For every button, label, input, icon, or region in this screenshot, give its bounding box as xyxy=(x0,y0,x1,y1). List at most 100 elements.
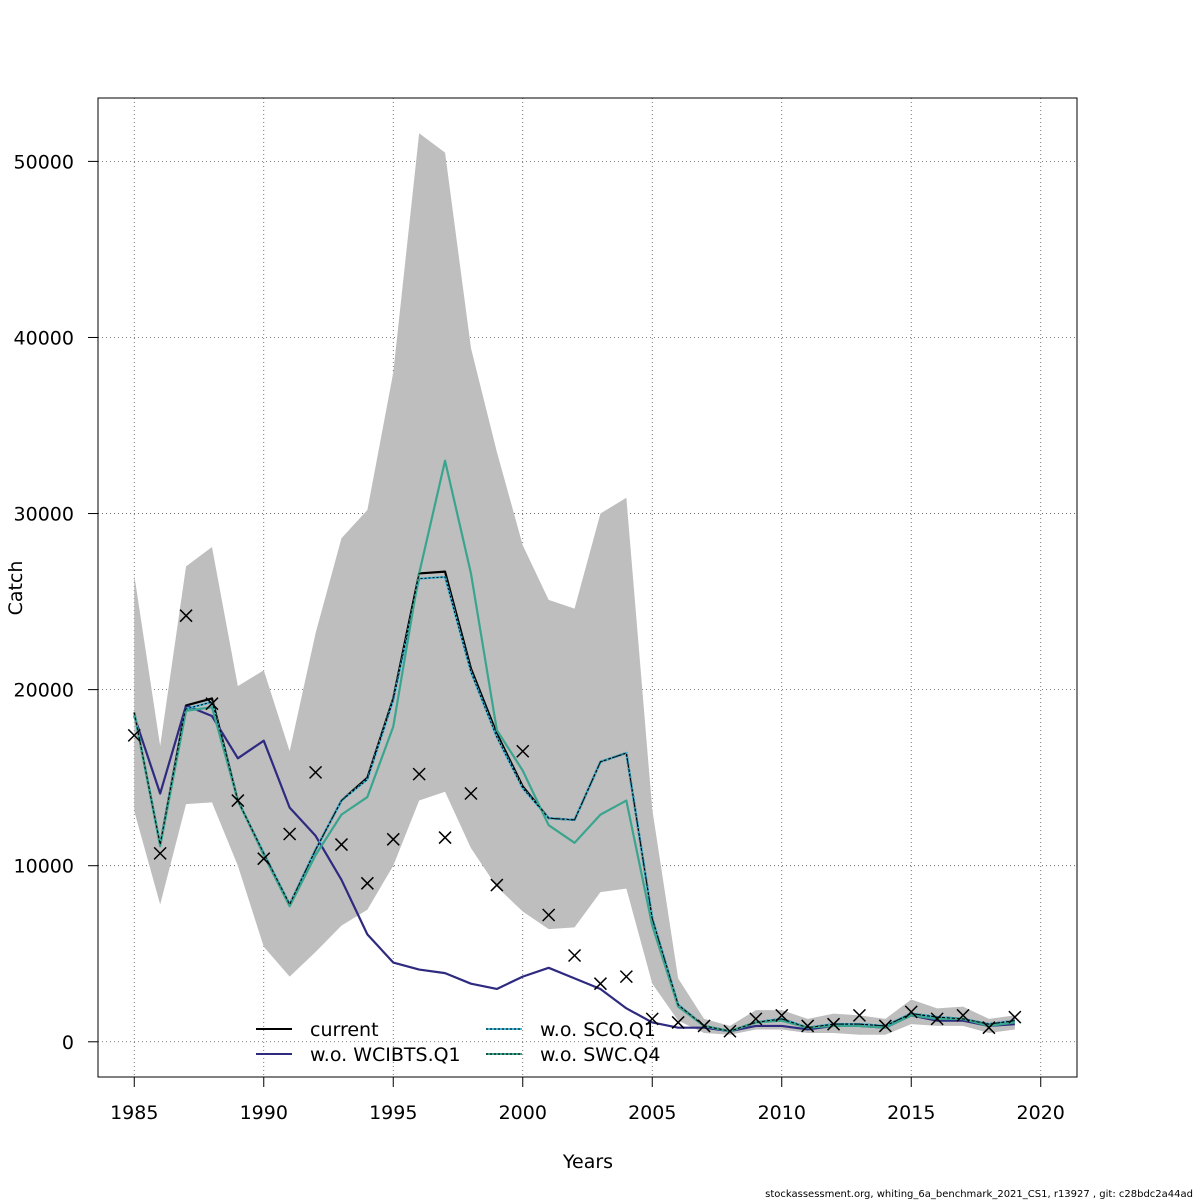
confidence-band-layer xyxy=(134,133,1015,1035)
observed-point xyxy=(386,832,400,846)
observed-point xyxy=(205,697,219,711)
observed-point-stroke xyxy=(205,697,219,711)
observed-point xyxy=(645,1012,659,1026)
observed-point xyxy=(179,609,193,623)
observed-point-stroke xyxy=(231,794,245,808)
observed-point-stroke xyxy=(309,765,323,779)
axes: 1985 1990 1995 2000 2005 2010 2015 2020 0 10000 20… xyxy=(14,151,1065,1124)
observed-point-stroke xyxy=(723,1024,737,1038)
observed-point-stroke xyxy=(982,1021,996,1035)
observed-point xyxy=(775,1008,789,1022)
observed-point xyxy=(878,1019,892,1033)
observed-point-stroke xyxy=(827,1017,841,1031)
observed-point-stroke xyxy=(412,767,426,781)
observed-point-stroke xyxy=(671,1015,685,1029)
observed-point xyxy=(257,852,271,866)
legend-label-current: current xyxy=(310,1019,379,1041)
series-layer xyxy=(133,459,1015,1033)
observed-point xyxy=(697,1019,711,1033)
y-tick-label: 10000 xyxy=(14,856,74,878)
x-tick-label: 2005 xyxy=(628,1102,676,1124)
observed-point xyxy=(231,794,245,808)
observed-point xyxy=(723,1024,737,1038)
observed-point xyxy=(749,1012,763,1026)
observed-point xyxy=(801,1019,815,1033)
observed-point xyxy=(309,765,323,779)
observed-point xyxy=(904,1005,918,1019)
observed-point xyxy=(956,1008,970,1022)
x-axis-title: Years xyxy=(562,1151,613,1173)
observed-point xyxy=(412,767,426,781)
y-tick-label: 40000 xyxy=(14,327,74,349)
observed-point-stroke xyxy=(464,786,478,801)
observed-point xyxy=(153,846,167,860)
confidence-band xyxy=(134,133,1015,1035)
footer-credit: stockassessment.org, whiting_6a_benchmar… xyxy=(765,1189,1193,1200)
observed-point-stroke xyxy=(1008,1010,1022,1024)
observed-point xyxy=(464,786,478,801)
observed-point xyxy=(516,744,530,758)
series-dots-2 xyxy=(133,576,1015,1032)
observed-point-stroke xyxy=(542,908,556,922)
observed-point-stroke xyxy=(438,831,452,845)
observed-point-stroke xyxy=(257,852,271,866)
observed-point-stroke xyxy=(386,832,400,846)
observed-point xyxy=(852,1008,866,1022)
y-axis-title: Catch xyxy=(5,561,27,616)
observed-point xyxy=(490,878,504,892)
y-tick-label: 50000 xyxy=(14,151,74,173)
observed-point-stroke xyxy=(801,1019,815,1033)
observed-point xyxy=(982,1021,996,1035)
observed-point xyxy=(127,728,141,742)
observed-point-stroke xyxy=(593,977,607,991)
observed-point-stroke xyxy=(930,1012,944,1026)
observed-point-stroke xyxy=(360,876,374,890)
observed-point-stroke xyxy=(179,609,193,623)
observed-point xyxy=(930,1012,944,1026)
x-tick-label: 1985 xyxy=(110,1102,158,1124)
observed-point-stroke xyxy=(775,1008,789,1022)
observed-point xyxy=(827,1017,841,1031)
observed-point-stroke xyxy=(852,1008,866,1022)
x-tick-label: 2010 xyxy=(758,1102,806,1124)
observed-point-stroke xyxy=(334,838,348,852)
x-tick-label: 2020 xyxy=(1017,1102,1065,1124)
observed-point-stroke xyxy=(516,744,530,758)
legend: current w.o. WCIBTS.Q1 w.o. SCO.Q1 w.o. … xyxy=(256,1019,660,1066)
observed-point-stroke xyxy=(749,1012,763,1026)
observed-point-stroke xyxy=(127,728,141,742)
y-tick-label: 0 xyxy=(62,1032,74,1054)
observed-point xyxy=(438,831,452,845)
legend-label-sco: w.o. SCO.Q1 xyxy=(540,1019,656,1041)
y-tick-label: 30000 xyxy=(14,504,74,526)
observed-point-stroke xyxy=(956,1008,970,1022)
x-tick-label: 1995 xyxy=(369,1102,417,1124)
observed-point-stroke xyxy=(490,878,504,892)
legend-label-swc: w.o. SWC.Q4 xyxy=(540,1044,660,1066)
series-current-overlay xyxy=(133,571,1015,1032)
observed-point xyxy=(360,876,374,890)
plot-frame xyxy=(97,97,1078,1078)
observed-point-stroke xyxy=(283,827,297,841)
observed-point xyxy=(593,977,607,991)
observed-point xyxy=(568,948,582,963)
y-tick-label: 20000 xyxy=(14,680,74,702)
observed-point xyxy=(334,838,348,852)
observed-point xyxy=(542,908,556,922)
x-tick-label: 1990 xyxy=(240,1102,288,1124)
observed-point xyxy=(671,1015,685,1029)
observed-point-stroke xyxy=(619,970,633,984)
observed-point-stroke xyxy=(697,1019,711,1033)
observed-point xyxy=(283,827,297,841)
observed-point-stroke xyxy=(153,846,167,860)
observed-point-stroke xyxy=(568,948,582,963)
observed-point-stroke xyxy=(904,1005,918,1019)
observed-point-stroke xyxy=(878,1019,892,1033)
series-line-3 xyxy=(133,459,1015,1033)
x-tick-label: 2015 xyxy=(887,1102,935,1124)
observed-points-layer xyxy=(127,609,1022,1038)
observed-point xyxy=(619,970,633,984)
legend-label-wcibts: w.o. WCIBTS.Q1 xyxy=(310,1044,461,1066)
observed-point xyxy=(1008,1010,1022,1024)
